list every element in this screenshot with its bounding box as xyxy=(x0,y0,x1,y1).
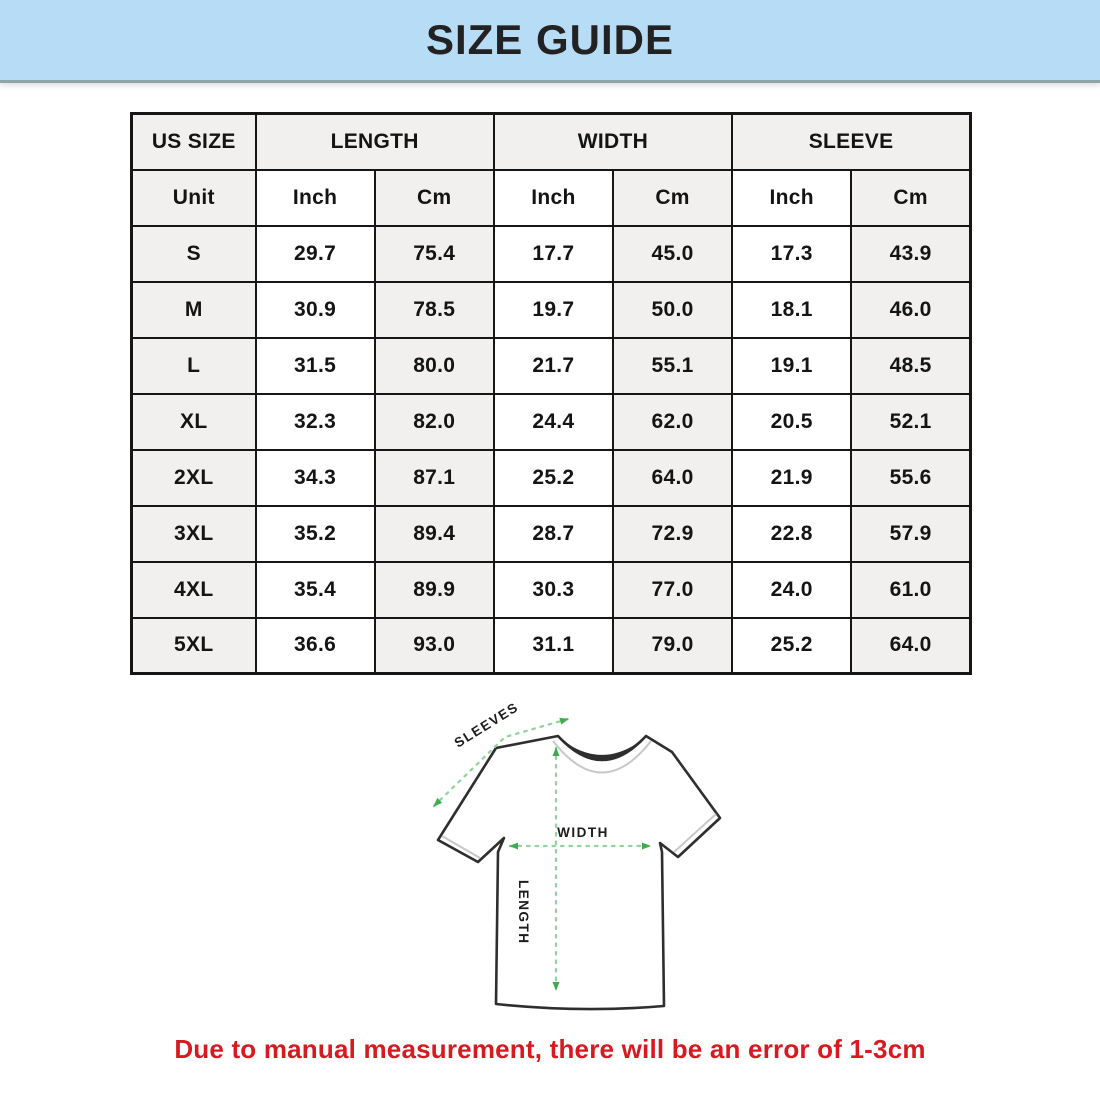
tshirt-outline xyxy=(436,734,722,1011)
inch-value-cell: 32.3 xyxy=(254,392,376,451)
size-table-container: US SIZE LENGTH WIDTH SLEEVE Unit Inch Cm… xyxy=(130,112,972,675)
header-sleeve: SLEEVE xyxy=(731,112,972,171)
table-row: 5XL 36.6 93.0 31.1 79.0 25.2 64.0 xyxy=(130,616,972,675)
table-row: 3XL 35.2 89.4 28.7 72.9 22.8 57.9 xyxy=(130,504,972,563)
inch-value-cell: 28.7 xyxy=(492,504,614,563)
cm-value-cell: 80.0 xyxy=(373,336,495,395)
page-title: SIZE GUIDE xyxy=(425,16,675,63)
header-length: LENGTH xyxy=(254,112,495,171)
table-row: 4XL 35.4 89.9 30.3 77.0 24.0 61.0 xyxy=(130,560,972,619)
collar-rib-2 xyxy=(565,743,639,758)
inch-value-cell: 30.9 xyxy=(254,280,376,339)
table-row: 2XL 34.3 87.1 25.2 64.0 21.9 55.6 xyxy=(130,448,972,507)
cm-value-cell: 64.0 xyxy=(611,448,734,507)
inch-value-cell: 25.2 xyxy=(731,616,853,675)
cm-value-cell: 62.0 xyxy=(611,392,734,451)
inch-value-cell: 31.5 xyxy=(254,336,376,395)
inch-value-cell: 22.8 xyxy=(731,504,853,563)
inch-value-cell: 29.7 xyxy=(254,224,376,283)
inch-value-cell: 17.3 xyxy=(731,224,853,283)
inch-value-cell: 31.1 xyxy=(492,616,614,675)
inch-value-cell: 17.7 xyxy=(492,224,614,283)
cm-value-cell: 55.6 xyxy=(850,448,972,507)
cm-value-cell: 79.0 xyxy=(611,616,734,675)
sleeves-arrow xyxy=(432,717,570,808)
cm-value-cell: 52.1 xyxy=(850,392,972,451)
inch-value-cell: 19.7 xyxy=(492,280,614,339)
cm-value-cell: 82.0 xyxy=(373,392,495,451)
cm-value-cell: 45.0 xyxy=(611,224,734,283)
cm-value-cell: 89.9 xyxy=(373,560,495,619)
unit-cell: Inch xyxy=(492,168,614,227)
table-row: L 31.5 80.0 21.7 55.1 19.1 48.5 xyxy=(130,336,972,395)
cm-value-cell: 48.5 xyxy=(850,336,972,395)
cm-value-cell: 61.0 xyxy=(850,560,972,619)
size-cell: XL xyxy=(130,392,257,451)
width-label: WIDTH xyxy=(557,825,609,840)
cm-value-cell: 93.0 xyxy=(373,616,495,675)
sleeves-label: SLEEVES xyxy=(452,699,522,750)
inch-value-cell: 35.2 xyxy=(254,504,376,563)
size-table-body: S 29.7 75.4 17.7 45.0 17.3 43.9 M 30.9 78.5 19.7 50… xyxy=(130,224,972,675)
cm-value-cell: 64.0 xyxy=(850,616,972,675)
size-cell: 2XL xyxy=(130,448,257,507)
header-us-size: US SIZE xyxy=(130,112,257,171)
inch-value-cell: 36.6 xyxy=(254,616,376,675)
size-cell: L xyxy=(130,336,257,395)
inch-value-cell: 34.3 xyxy=(254,448,376,507)
unit-cell: Unit xyxy=(130,168,257,227)
header-width: WIDTH xyxy=(492,112,734,171)
unit-cell: Inch xyxy=(731,168,853,227)
inch-value-cell: 24.0 xyxy=(731,560,853,619)
left-cuff-seam xyxy=(441,835,481,859)
cm-value-cell: 87.1 xyxy=(373,448,495,507)
unit-cell: Cm xyxy=(611,168,734,227)
cm-value-cell: 50.0 xyxy=(611,280,734,339)
cm-value-cell: 43.9 xyxy=(850,224,972,283)
table-row: S 29.7 75.4 17.7 45.0 17.3 43.9 xyxy=(130,224,972,283)
size-cell: 3XL xyxy=(130,504,257,563)
tshirt-diagram-svg: SLEEVES WIDTH LENGTH xyxy=(432,699,722,1011)
right-cuff-seam xyxy=(673,813,717,853)
inch-value-cell: 35.4 xyxy=(254,560,376,619)
table-row: M 30.9 78.5 19.7 50.0 18.1 46.0 xyxy=(130,280,972,339)
tshirt-diagram: SLEEVES WIDTH LENGTH xyxy=(420,690,780,1020)
cm-value-cell: 89.4 xyxy=(373,504,495,563)
size-cell: M xyxy=(130,280,257,339)
unit-cell: Cm xyxy=(850,168,972,227)
inch-value-cell: 21.9 xyxy=(731,448,853,507)
cm-value-cell: 78.5 xyxy=(373,280,495,339)
inch-value-cell: 30.3 xyxy=(492,560,614,619)
cm-value-cell: 77.0 xyxy=(611,560,734,619)
cm-value-cell: 55.1 xyxy=(611,336,734,395)
inch-value-cell: 24.4 xyxy=(492,392,614,451)
length-label: LENGTH xyxy=(516,880,531,945)
size-cell: S xyxy=(130,224,257,283)
table-row: XL 32.3 82.0 24.4 62.0 20.5 52.1 xyxy=(130,392,972,451)
inch-value-cell: 18.1 xyxy=(731,280,853,339)
cm-value-cell: 46.0 xyxy=(850,280,972,339)
table-group-header-row: US SIZE LENGTH WIDTH SLEEVE xyxy=(130,112,972,171)
page-header: SIZE GUIDE xyxy=(0,0,1100,83)
inch-value-cell: 20.5 xyxy=(731,392,853,451)
measurement-note: Due to manual measurement, there will be… xyxy=(174,1034,926,1064)
unit-cell: Inch xyxy=(254,168,376,227)
unit-cell: Cm xyxy=(373,168,495,227)
cm-value-cell: 57.9 xyxy=(850,504,972,563)
inch-value-cell: 25.2 xyxy=(492,448,614,507)
size-cell: 4XL xyxy=(130,560,257,619)
cm-value-cell: 75.4 xyxy=(373,224,495,283)
cm-value-cell: 72.9 xyxy=(611,504,734,563)
size-table: US SIZE LENGTH WIDTH SLEEVE Unit Inch Cm… xyxy=(130,112,972,675)
inch-value-cell: 19.1 xyxy=(731,336,853,395)
inch-value-cell: 21.7 xyxy=(492,336,614,395)
table-unit-row: Unit Inch Cm Inch Cm Inch Cm xyxy=(130,168,972,227)
size-cell: 5XL xyxy=(130,616,257,675)
